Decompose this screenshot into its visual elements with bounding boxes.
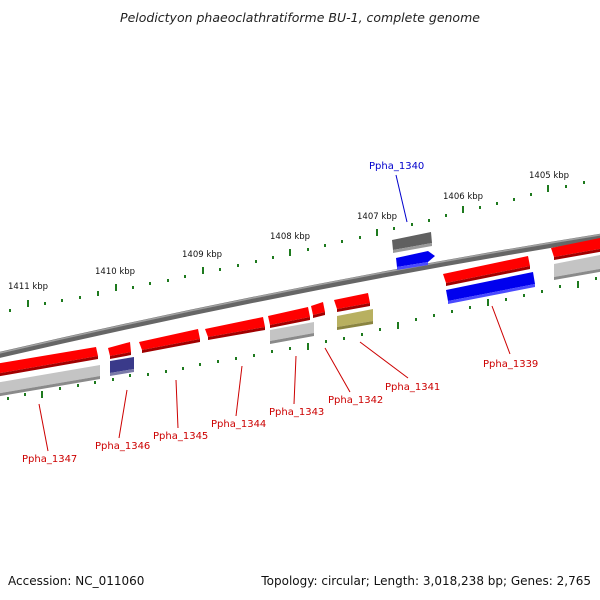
gene-ppha-1339-blue <box>446 272 535 301</box>
gene-ppha-1347-shadow <box>0 365 100 394</box>
gene-label-ppha-1345[interactable]: Ppha_1345 <box>153 431 208 442</box>
gene-label-ppha-1341[interactable]: Ppha_1341 <box>385 382 440 393</box>
gene-label-ppha-1347[interactable]: Ppha_1347 <box>22 454 77 465</box>
kbp-label: 1409 kbp <box>182 250 222 260</box>
gene-ppha-1347 <box>0 347 98 374</box>
gene-ppha-1343-shadow <box>270 322 314 341</box>
gene-right-edge-shadow <box>554 254 600 277</box>
kbp-label: 1405 kbp <box>529 171 569 181</box>
gene-label-ppha-1342[interactable]: Ppha_1342 <box>328 395 383 406</box>
gene-right-edge <box>551 238 600 257</box>
leader-ppha-1341 <box>359 341 409 379</box>
gene-ppha-1342 <box>311 302 325 315</box>
topology-text: Topology: circular; Length: 3,018,238 bp… <box>261 574 591 588</box>
kbp-label: 1407 kbp <box>357 212 397 222</box>
inner-scale-ticks <box>7 277 597 400</box>
gene-ppha-1339 <box>443 256 530 283</box>
gene-ppha-1341 <box>334 293 370 309</box>
gene-label-ppha-1339[interactable]: Ppha_1339 <box>483 359 538 370</box>
label-leaders <box>38 174 511 452</box>
gene-label-ppha-1340[interactable]: Ppha_1340 <box>369 161 424 172</box>
outer-scale-ticks <box>9 181 585 312</box>
gene-label-ppha-1343[interactable]: Ppha_1343 <box>269 407 324 418</box>
gene-label-ppha-1346[interactable]: Ppha_1346 <box>95 441 150 452</box>
gene-ppha-1340 <box>392 232 432 250</box>
leader-ppha-1342 <box>324 347 351 393</box>
gene-features <box>0 232 600 397</box>
leader-ppha-1340 <box>395 174 408 223</box>
gene-ppha-1346-shadow <box>110 357 134 373</box>
leader-ppha-1344 <box>235 365 243 417</box>
accession-text: Accession: NC_011060 <box>8 574 145 588</box>
leader-ppha-1346 <box>118 389 128 439</box>
gene-ppha-1346 <box>108 342 131 356</box>
kbp-label: 1408 kbp <box>270 232 310 242</box>
leader-ppha-1345 <box>175 379 179 429</box>
genome-title: Pelodictyon phaeoclathratiforme BU-1, co… <box>120 10 480 25</box>
kbp-label: 1410 kbp <box>95 267 135 277</box>
leader-ppha-1339 <box>491 305 511 355</box>
gene-ppha-1345 <box>139 329 200 350</box>
kbp-scale-labels: 1411 kbp 1410 kbp 1409 kbp 1408 kbp 1407 kbp… <box>8 171 569 292</box>
gene-ppha-1344 <box>205 317 265 337</box>
leader-ppha-1347 <box>38 403 49 452</box>
kbp-label: 1406 kbp <box>443 192 483 202</box>
genome-backbone <box>0 233 600 358</box>
gene-label-ppha-1344[interactable]: Ppha_1344 <box>211 419 266 430</box>
gene-ppha-1340-blue <box>396 251 435 267</box>
kbp-label: 1411 kbp <box>8 282 48 292</box>
gene-ppha-1343 <box>268 307 310 325</box>
leader-ppha-1343 <box>293 355 297 405</box>
